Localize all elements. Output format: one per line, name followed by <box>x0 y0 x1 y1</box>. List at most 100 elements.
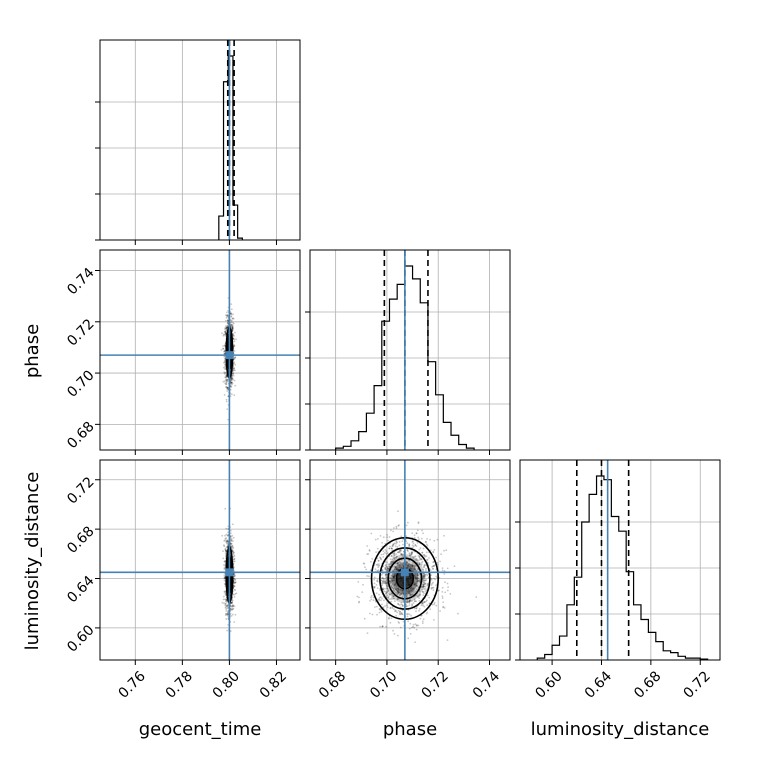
sample-point <box>385 552 388 555</box>
sample-point <box>402 592 405 595</box>
sample-point <box>396 546 399 548</box>
sample-point <box>394 572 397 575</box>
sample-point <box>391 561 394 563</box>
sample-point <box>231 534 234 537</box>
sample-point <box>412 563 414 565</box>
sample-point <box>414 582 417 585</box>
sample-point <box>410 614 412 617</box>
sample-point <box>390 579 393 582</box>
sample-point <box>390 580 392 583</box>
sample-point <box>232 322 235 325</box>
sample-point <box>390 547 393 550</box>
sample-point <box>410 553 413 555</box>
sample-point <box>408 543 411 545</box>
sample-point <box>415 558 418 560</box>
sample-point <box>422 585 425 588</box>
sample-point <box>393 589 395 592</box>
sample-point <box>382 536 385 539</box>
sample-point <box>436 538 439 541</box>
sample-point <box>416 574 419 576</box>
sample-point <box>231 325 233 328</box>
sample-point <box>227 604 230 607</box>
sample-point <box>399 549 401 552</box>
sample-point <box>421 529 423 532</box>
sample-point <box>227 321 229 324</box>
sample-point <box>386 591 388 594</box>
sample-point <box>441 567 444 569</box>
sample-point <box>226 613 229 616</box>
sample-point <box>389 607 392 610</box>
sample-point <box>234 613 237 616</box>
sample-point <box>223 576 226 578</box>
sample-point <box>410 589 413 592</box>
sample-point <box>230 323 233 326</box>
sample-point <box>233 357 236 360</box>
sample-point <box>413 565 416 568</box>
sample-point <box>231 326 234 329</box>
sample-point <box>442 606 444 609</box>
sample-point <box>230 319 233 322</box>
sample-point <box>396 562 399 565</box>
sample-point <box>233 367 235 370</box>
sample-point <box>225 375 228 378</box>
sample-point <box>400 566 402 569</box>
sample-point <box>234 578 236 581</box>
hist-step-line <box>536 475 709 660</box>
sample-point <box>406 564 409 567</box>
sample-point <box>234 356 237 359</box>
sample-point <box>395 540 398 543</box>
sample-point <box>395 555 398 558</box>
sample-point <box>408 590 411 592</box>
sample-point <box>422 568 425 571</box>
sample-point <box>231 383 233 386</box>
sample-point <box>406 601 409 604</box>
sample-point <box>229 529 232 532</box>
sample-point <box>226 604 229 607</box>
sample-point <box>413 537 416 539</box>
sample-point <box>223 350 226 352</box>
sample-point <box>387 596 390 599</box>
sample-point <box>408 591 410 593</box>
sample-point <box>424 582 427 585</box>
sample-point <box>412 570 415 572</box>
sample-point <box>372 596 375 599</box>
sample-point <box>394 579 396 582</box>
sample-point <box>422 585 425 587</box>
sample-point <box>375 592 378 595</box>
sample-point <box>409 590 412 593</box>
sample-point <box>376 547 379 550</box>
sample-point <box>382 553 385 556</box>
sample-point <box>225 385 228 388</box>
sample-point <box>233 589 236 591</box>
sample-point <box>227 534 229 537</box>
sample-point <box>398 561 401 564</box>
sample-point <box>407 589 410 591</box>
sample-point <box>395 568 398 570</box>
sample-point <box>224 330 226 333</box>
sample-point <box>401 591 404 594</box>
sample-point <box>379 557 382 559</box>
sample-point <box>422 577 425 579</box>
sample-point <box>231 608 234 610</box>
sample-point <box>230 377 233 379</box>
sample-point <box>422 590 424 593</box>
sample-point <box>380 558 383 561</box>
sample-point <box>233 555 236 557</box>
sample-point <box>397 592 400 595</box>
sample-point <box>401 554 404 557</box>
sample-point <box>227 320 230 322</box>
sample-point <box>402 595 404 598</box>
sample-point <box>225 327 228 330</box>
sample-point <box>418 609 420 612</box>
sample-point <box>225 540 227 543</box>
sample-point <box>428 602 431 605</box>
sample-point <box>221 601 224 604</box>
sample-point <box>419 547 422 549</box>
sample-point <box>424 583 426 585</box>
scatter-inner <box>100 250 300 450</box>
sample-point <box>413 567 416 569</box>
sample-point <box>224 331 227 334</box>
sample-point <box>230 535 232 538</box>
sample-point <box>230 381 232 384</box>
sample-point <box>398 541 401 543</box>
